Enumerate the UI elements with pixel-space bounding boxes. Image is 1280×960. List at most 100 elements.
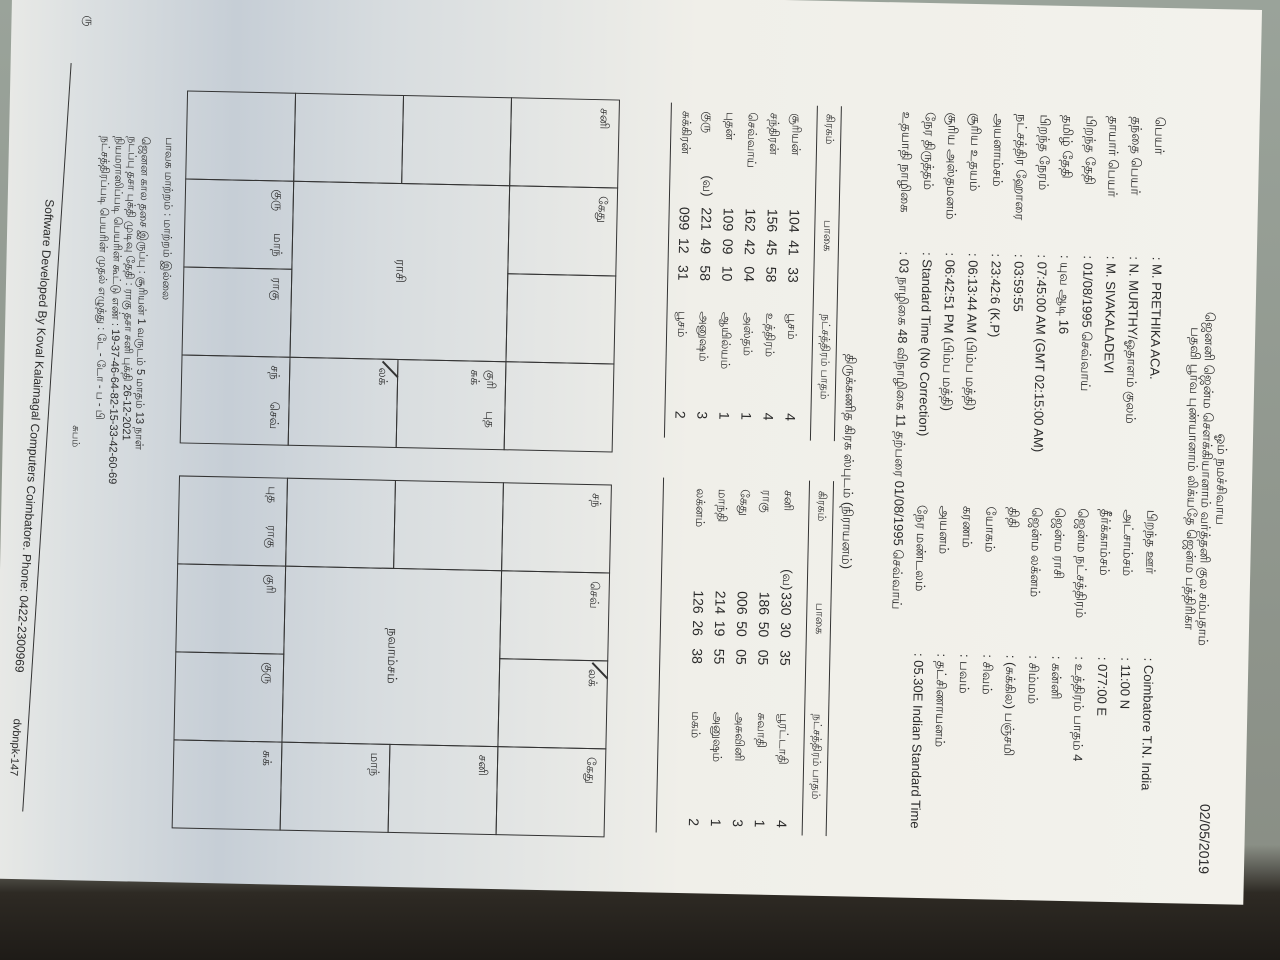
detail-value: : 01/08/1995 செவ்வாய் [1077,255,1096,392]
planet-abbrev: ராகு [264,524,279,549]
table-row: சுக்கிரன் 099 12 31 பூசம் 2 [672,10,1262,905]
table-row: சூரியன் 104 41 33 பூசம் 4 [782,10,1262,905]
planet-second: 58 [763,266,780,283]
chart-house: கேது [495,746,607,838]
planet-minute: 30 [777,621,795,638]
planet-degree: 186 [756,591,773,616]
detail-value: : 06:13:44 AM (பிம்ப மத்தி) [962,252,981,411]
planet-abbrev: கேது [583,756,599,784]
detail-label: திதி [1006,506,1022,529]
planet-degree: 330 [778,592,795,616]
planet-minute: 45 [763,239,781,256]
detail-label: உதயாதி நாழிகை [897,111,915,213]
planet-pada: 1 [716,411,733,420]
chart-house: குரி புத சுக் [395,358,507,451]
planet-pada: 3 [694,411,711,420]
planet-name: சுக்கிரன் [678,110,694,155]
table-header-degree: பாகை [812,602,826,635]
planet-tables: கிரகம் பாகை நட்சத்திரம் பாதம் சூரியன் 104 41 3… [655,10,1262,905]
planet-abbrev: செவ் [267,401,282,430]
planet-name: லக்னம் [693,488,708,528]
house-line: குரு மாந் [270,189,287,260]
detail-value: : Coimbatore T.N. India [1138,657,1157,791]
planet-abbrev: சந் [268,365,283,380]
planet-name: குரு [701,111,716,134]
detail-value: : கன்னி [1048,655,1065,700]
detail-label: அயனாம்சம் [990,113,1007,187]
planet-pada: 1 [707,818,724,827]
planet-degree: 126 [690,590,707,614]
planet-star: அசுவினி [732,712,748,762]
planet-degree: 006 [734,591,751,615]
planet-pada: 2 [672,410,689,419]
planet-star: பூரட்டாதி [776,713,792,765]
chart-house: குரி [175,563,287,655]
detail-label: தாயார் பெயர் [1105,115,1122,198]
detail-value: : யுவ ஆடி 16 [1056,254,1073,335]
detail-label: தந்தை பெயர் [1128,116,1145,196]
detail-label: தீர்க்காம்சம் [1097,508,1114,576]
detail-label: பிறந்த தேதி [1082,115,1099,186]
table-row: லக்னம் 126 26 38 மகம் 2 [686,10,1262,905]
detail-label: நேர திருத்தம் [921,111,938,191]
planet-second: 05 [733,649,750,665]
detail-value: : M. PRETHIKA ACA. [1147,256,1165,380]
detail-value: : 03 நாழிகை 48 விநாழிகை 11 தற்பரை 01/08/… [889,251,912,610]
detail-label: பிறந்த நேரம் [1036,114,1053,191]
table-top-rule [833,106,842,442]
planet-star: மகம் [688,711,704,739]
birth-details: பெயர் : M. PRETHIKA ACA. தந்தை பெயர் : N. M… [889,10,1262,905]
planet-degree: 104 [786,209,803,233]
detail-label: நட்சத்திர ஹோரை [1012,113,1030,221]
detail-label: அயனம் [936,505,953,555]
planet-star: உத்திரம் [762,312,778,358]
closing-word: சுபம் [69,425,82,448]
planet-abbrev: குரு [261,662,277,685]
planet-minute: 41 [785,240,803,256]
chart-house [185,90,297,182]
chart-house: புத ராகு [177,475,288,567]
house-line: சுக் [258,750,275,821]
planet-minute: 50 [755,621,773,638]
house-line: குரு [260,662,277,733]
detail-value: : 03:59:55 [1010,253,1027,312]
rasi-chart: சனி கேது குரி புத சுக் லக் குரு மாந் ராகு சந் செவ்… [179,90,620,453]
detail-label: யோகம் [982,506,999,553]
house-line: குரி புத [482,370,499,441]
detail-label: பெயர் [1151,116,1168,155]
planet-minute: 26 [689,620,707,637]
planet-degree: 221 [698,207,715,231]
detail-value: : 06:42:51 PM (பிம்ப மத்தி) [939,252,958,412]
planet-second: 33 [785,267,802,283]
chart-house: சுக் [171,739,283,831]
detail-label: ஜென்ம லக்னம் [1027,507,1045,598]
house-line: சனி [474,755,491,826]
house-line: புத ராகு [263,486,280,557]
house-line: ராகு [268,277,285,348]
detail-value: : N. MURTHY/ஓதாளம் குலம் [1123,256,1142,425]
detail-value: : (சுக்கில) பஞ்சமி [1001,654,1019,757]
planet-degree: 099 [676,206,693,231]
planet-abbrev: குரு [271,189,287,212]
planet-second: 55 [711,648,728,665]
planet-pada: 4 [782,413,799,422]
planet-pada: 1 [738,412,755,421]
planet-second: 35 [777,649,794,666]
planet-minute: 49 [697,238,715,255]
detail-label: கரணம் [959,505,976,549]
table-row: செவ்வாய் 162 42 04 அஸ்தம் 1 [738,10,1262,905]
planet-minute: 12 [675,237,693,254]
table-header-star-pada: நட்சத்திரம் பாதம் [817,313,832,400]
planet-abbrev: லக் [585,668,601,687]
detail-value: : சிவம் [979,654,996,695]
chart-house: குரு [173,651,285,743]
chart-house: சந் [501,482,612,574]
chart-house [285,477,396,569]
detail-value: : 05.30E Indian Standard Time [907,652,927,829]
detail-label: சூரிய உதயம் [967,112,984,192]
chart-house [393,479,504,572]
detail-value: : 23:42:6 (K.P) [987,253,1004,338]
planet-degree: 214 [712,590,729,615]
chart-house: சனி [387,743,499,836]
planet-minute: 42 [741,239,759,256]
